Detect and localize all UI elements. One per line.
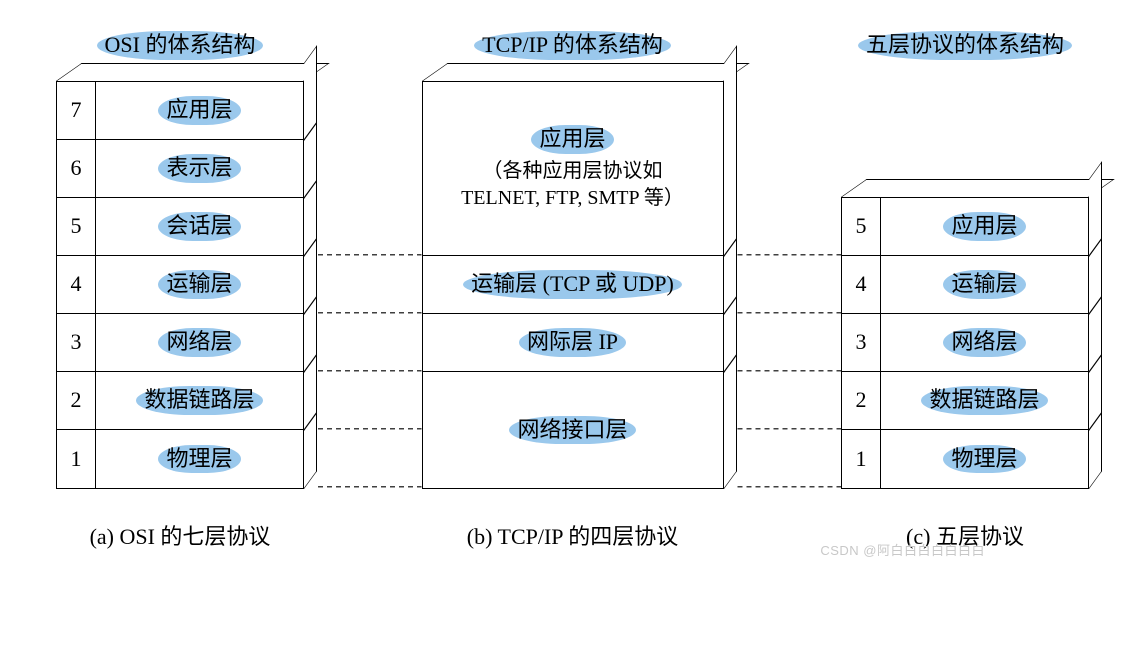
- five-stack: 5 应用层 4 运输层 3 网络层 2 数据链路层 1 物理层: [841, 197, 1089, 489]
- five-layer-row: 3 网络层: [842, 314, 1088, 372]
- layer-label: 表示层: [158, 154, 240, 183]
- layer-label: 数据链路层: [136, 386, 262, 415]
- osi-layer-row: 1 物理层: [57, 430, 303, 488]
- osi-layer-row: 7 应用层: [57, 82, 303, 140]
- layer-label-cell: 网络层: [96, 328, 303, 357]
- tcpip-column: TCP/IP 的体系结构 应用层 （各种应用层协议如TELNET, FTP, SM…: [403, 30, 743, 551]
- layer-label-cell: 数据链路层: [96, 386, 303, 415]
- tcpip-layer-row: 网际层 IP: [423, 314, 723, 372]
- five-top3d: [841, 179, 1115, 197]
- tcpip-layer-row: 网络接口层: [423, 372, 723, 488]
- layer-label-cell: 网络接口层: [423, 416, 723, 445]
- five-stack-wrap: 5 应用层 4 运输层 3 网络层 2 数据链路层 1 物理层: [841, 197, 1089, 489]
- layer-label-cell: 运输层: [96, 270, 303, 299]
- layer-label-cell: 物理层: [96, 445, 303, 474]
- layer-number: 2: [842, 372, 881, 429]
- layer-label: 数据链路层: [921, 386, 1047, 415]
- layer-label-cell: 运输层: [881, 270, 1088, 299]
- layer-label: 网络层: [943, 328, 1025, 357]
- osi-top3d: [56, 63, 330, 81]
- five-title: 五层协议的体系结构: [858, 30, 1072, 61]
- layer-number: 1: [842, 430, 881, 488]
- layer-number: 5: [57, 198, 96, 255]
- layer-label-cell: 数据链路层: [881, 386, 1088, 415]
- tcpip-stack-wrap: 应用层 （各种应用层协议如TELNET, FTP, SMTP 等） 运输层 (TCP…: [422, 81, 724, 489]
- tcpip-top3d: [422, 63, 750, 81]
- osi-layer-row: 2 数据链路层: [57, 372, 303, 430]
- layer-label: 物理层: [158, 445, 240, 474]
- layer-label-cell: 应用层: [96, 96, 303, 125]
- layer-number: 4: [57, 256, 96, 313]
- layer-label: 网际层 IP: [519, 328, 626, 357]
- osi-column: OSI 的体系结构 7 应用层 6 表示层 5 会话层 4 运输层 3 网络层 2 数据链路层 1 物理层…: [40, 30, 320, 551]
- layer-label: 运输层: [158, 270, 240, 299]
- tcpip-stack: 应用层 （各种应用层协议如TELNET, FTP, SMTP 等） 运输层 (TCP…: [422, 81, 724, 489]
- tcpip-layer-row: 应用层 （各种应用层协议如TELNET, FTP, SMTP 等）: [423, 82, 723, 256]
- five-column: 五层协议的体系结构 5应用层4运输层3网络层2数据链路层1物理层 (c) 五层协…: [825, 30, 1105, 551]
- five-layer-row: 4 运输层: [842, 256, 1088, 314]
- tcpip-layer-row: 运输层 (TCP 或 UDP): [423, 256, 723, 314]
- layer-label-cell: 表示层: [96, 154, 303, 183]
- layer-sublabel: （各种应用层协议如TELNET, FTP, SMTP 等）: [461, 158, 684, 212]
- layer-label: 网络层: [158, 328, 240, 357]
- osi-stack-wrap: 7 应用层 6 表示层 5 会话层 4 运输层 3 网络层 2 数据链路层 1 物理层: [56, 81, 304, 489]
- layer-label: 运输层 (TCP 或 UDP): [463, 270, 682, 299]
- layer-label: 运输层: [943, 270, 1025, 299]
- layer-label-cell: 网络层: [881, 328, 1088, 357]
- osi-stack: 7 应用层 6 表示层 5 会话层 4 运输层 3 网络层 2 数据链路层 1 物理层: [56, 81, 304, 489]
- watermark: CSDN @阿白白白白白白白: [820, 540, 985, 559]
- layer-number: 3: [842, 314, 881, 371]
- layer-label-cell: 物理层: [881, 445, 1088, 474]
- five-layer-row: 1 物理层: [842, 430, 1088, 488]
- layer-number: 5: [842, 198, 881, 255]
- layer-label: 应用层: [531, 125, 613, 154]
- five-side3d: [1089, 161, 1102, 489]
- layer-number: 4: [842, 256, 881, 313]
- layer-label: 应用层: [943, 212, 1025, 241]
- layer-label-cell: 应用层: [881, 212, 1088, 241]
- network-layers-diagram: OSI 的体系结构 7 应用层 6 表示层 5 会话层 4 运输层 3 网络层 2 数据链路层 1 物理层…: [40, 30, 1105, 551]
- layer-label: 应用层: [158, 96, 240, 125]
- osi-layer-row: 6 表示层: [57, 140, 303, 198]
- five-layer-row: 5 应用层: [842, 198, 1088, 256]
- osi-caption: (a) OSI 的七层协议: [90, 519, 271, 551]
- tcpip-title: TCP/IP 的体系结构: [474, 30, 671, 61]
- tcpip-caption: (b) TCP/IP 的四层协议: [467, 519, 678, 551]
- five-layer-row: 2 数据链路层: [842, 372, 1088, 430]
- osi-layer-row: 5 会话层: [57, 198, 303, 256]
- tcpip-side3d: [724, 45, 737, 489]
- layer-label-cell: 网际层 IP: [423, 328, 723, 357]
- layer-label-cell: 会话层: [96, 212, 303, 241]
- osi-side3d: [304, 45, 317, 489]
- layer-number: 2: [57, 372, 96, 429]
- layer-number: 3: [57, 314, 96, 371]
- layer-number: 7: [57, 82, 96, 139]
- osi-layer-row: 3 网络层: [57, 314, 303, 372]
- layer-label-cell: 应用层 （各种应用层协议如TELNET, FTP, SMTP 等）: [423, 125, 723, 212]
- layer-number: 6: [57, 140, 96, 197]
- layer-label-cell: 运输层 (TCP 或 UDP): [423, 270, 723, 299]
- layer-label: 会话层: [158, 212, 240, 241]
- osi-title: OSI 的体系结构: [97, 30, 264, 61]
- osi-layer-row: 4 运输层: [57, 256, 303, 314]
- layer-label: 物理层: [943, 445, 1025, 474]
- layer-number: 1: [57, 430, 96, 488]
- layer-label: 网络接口层: [509, 416, 635, 445]
